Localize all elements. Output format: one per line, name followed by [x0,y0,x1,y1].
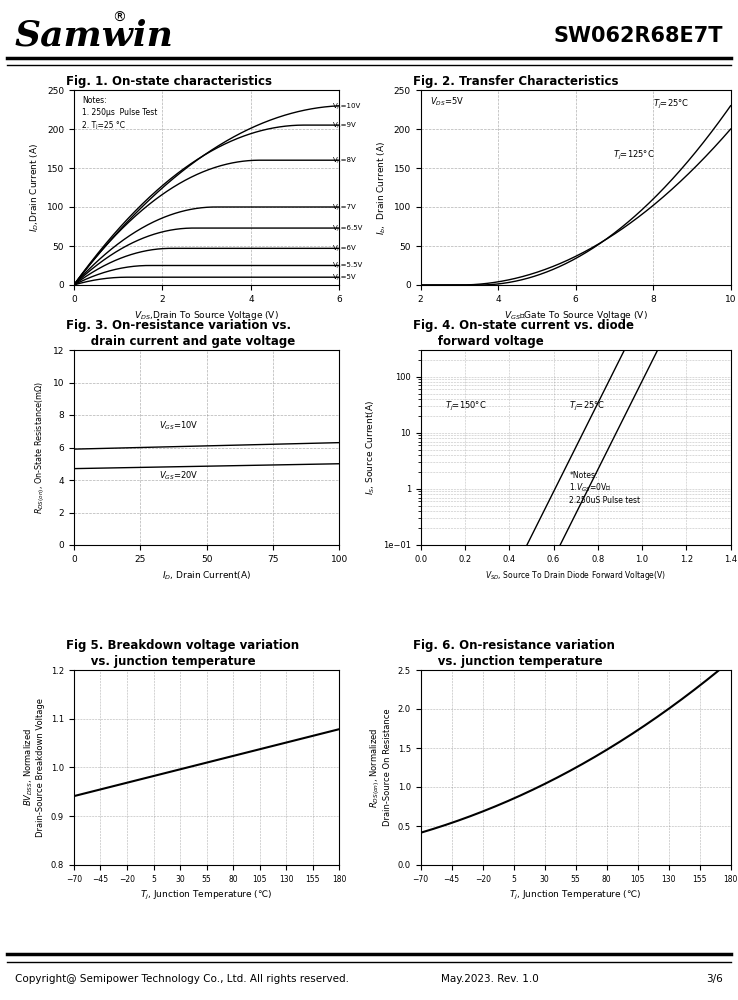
Text: May.2023. Rev. 1.0: May.2023. Rev. 1.0 [441,974,539,984]
Text: $V_{GS}$=20V: $V_{GS}$=20V [159,470,199,482]
Text: Fig 5. Breakdown voltage variation
      vs. junction temperature: Fig 5. Breakdown voltage variation vs. j… [66,639,300,668]
X-axis label: $V_{SD}$, Source To Drain Diode Forward Voltage(V): $V_{SD}$, Source To Drain Diode Forward … [485,569,666,582]
Text: Fig. 3. On-resistance variation vs.
      drain current and gate voltage: Fig. 3. On-resistance variation vs. drai… [66,319,296,348]
Text: $T_j$=25°C: $T_j$=25°C [570,400,606,413]
Text: Vⱼₛ=5V: Vⱼₛ=5V [333,274,356,280]
Y-axis label: $R_{DS(on)}$, Normalized
Drain-Source On Resistance: $R_{DS(on)}$, Normalized Drain-Source On… [368,709,393,826]
Text: Vⱼₛ=6.5V: Vⱼₛ=6.5V [333,225,363,231]
Text: Fig. 1. On-state characteristics: Fig. 1. On-state characteristics [66,75,272,88]
Y-axis label: $I_D$,Drain Current (A): $I_D$,Drain Current (A) [29,143,41,232]
Text: *Notes:
1.$V_{GS}$=0V；
2.250uS Pulse test: *Notes: 1.$V_{GS}$=0V； 2.250uS Pulse tes… [570,471,641,505]
Text: Vⱼₛ=10V: Vⱼₛ=10V [333,103,361,109]
X-axis label: $I_D$, Drain Current(A): $I_D$, Drain Current(A) [162,569,251,582]
Text: Notes:
1. 250μs  Pulse Test
2. Tⱼ=25 °C: Notes: 1. 250μs Pulse Test 2. Tⱼ=25 °C [82,96,157,130]
Text: Vⱼₛ=6V: Vⱼₛ=6V [333,245,356,251]
Text: Vⱼₛ=5.5V: Vⱼₛ=5.5V [333,262,363,268]
Text: $T_j$=25°C: $T_j$=25°C [653,98,689,111]
Text: Vⱼₛ=9V: Vⱼₛ=9V [333,122,356,128]
Text: Fig. 2. Transfer Characteristics: Fig. 2. Transfer Characteristics [413,75,618,88]
X-axis label: $T_j$, Junction Temperature (℃): $T_j$, Junction Temperature (℃) [509,889,642,902]
Y-axis label: $I_b$,  Drain Current (A): $I_b$, Drain Current (A) [376,140,388,235]
X-axis label: $T_j$, Junction Temperature (℃): $T_j$, Junction Temperature (℃) [140,889,273,902]
Text: $T_j$=125°C: $T_j$=125°C [613,149,655,162]
Text: Fig. 4. On-state current vs. diode
      forward voltage: Fig. 4. On-state current vs. diode forwa… [413,319,634,348]
Text: $T_j$=150°C: $T_j$=150°C [446,400,487,413]
Text: Vⱼₛ=7V: Vⱼₛ=7V [333,204,356,210]
Text: Fig. 6. On-resistance variation
      vs. junction temperature: Fig. 6. On-resistance variation vs. junc… [413,639,615,668]
Text: SW062R68E7T: SW062R68E7T [554,26,723,46]
X-axis label: $V_{DS}$,Drain To Source Voltage (V): $V_{DS}$,Drain To Source Voltage (V) [134,309,279,322]
Y-axis label: $R_{DS(on)}$, On-State Resistance(m$\Omega$): $R_{DS(on)}$, On-State Resistance(m$\Ome… [33,381,47,514]
Y-axis label: $I_S$, Source Current(A): $I_S$, Source Current(A) [365,400,377,495]
X-axis label: $V_{GS}$，Gate To Source Voltage (V): $V_{GS}$，Gate To Source Voltage (V) [504,309,647,322]
Text: Vⱼₛ=8V: Vⱼₛ=8V [333,157,356,163]
Text: 3/6: 3/6 [707,974,723,984]
Text: ®: ® [112,11,126,25]
Text: Samwin: Samwin [15,19,173,53]
Text: Copyright@ Semipower Technology Co., Ltd. All rights reserved.: Copyright@ Semipower Technology Co., Ltd… [15,974,348,984]
Y-axis label: $BV_{DSS}$, Normalized
Drain-Source Breakdown Voltage: $BV_{DSS}$, Normalized Drain-Source Brea… [22,698,45,837]
Text: $V_{GS}$=10V: $V_{GS}$=10V [159,419,199,432]
Text: $V_{DS}$=5V: $V_{DS}$=5V [430,96,464,108]
